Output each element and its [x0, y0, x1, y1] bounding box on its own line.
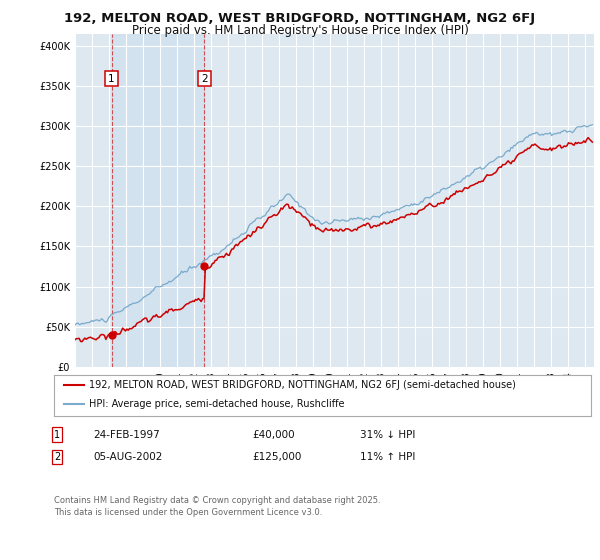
- Text: £40,000: £40,000: [252, 430, 295, 440]
- Text: 2: 2: [201, 73, 208, 83]
- Text: 24-FEB-1997: 24-FEB-1997: [93, 430, 160, 440]
- Text: 2: 2: [54, 452, 60, 462]
- Text: 05-AUG-2002: 05-AUG-2002: [93, 452, 163, 462]
- Text: 192, MELTON ROAD, WEST BRIDGFORD, NOTTINGHAM, NG2 6FJ (semi-detached house): 192, MELTON ROAD, WEST BRIDGFORD, NOTTIN…: [89, 380, 516, 390]
- Text: Contains HM Land Registry data © Crown copyright and database right 2025.
This d: Contains HM Land Registry data © Crown c…: [54, 496, 380, 517]
- Text: 1: 1: [54, 430, 60, 440]
- Text: £125,000: £125,000: [252, 452, 301, 462]
- Bar: [112, 34, 205, 367]
- Text: 1: 1: [108, 73, 115, 83]
- Text: 31% ↓ HPI: 31% ↓ HPI: [360, 430, 415, 440]
- Text: 192, MELTON ROAD, WEST BRIDGFORD, NOTTINGHAM, NG2 6FJ: 192, MELTON ROAD, WEST BRIDGFORD, NOTTIN…: [64, 12, 536, 25]
- Text: Price paid vs. HM Land Registry's House Price Index (HPI): Price paid vs. HM Land Registry's House …: [131, 24, 469, 36]
- Text: HPI: Average price, semi-detached house, Rushcliffe: HPI: Average price, semi-detached house,…: [89, 399, 344, 409]
- Text: 11% ↑ HPI: 11% ↑ HPI: [360, 452, 415, 462]
